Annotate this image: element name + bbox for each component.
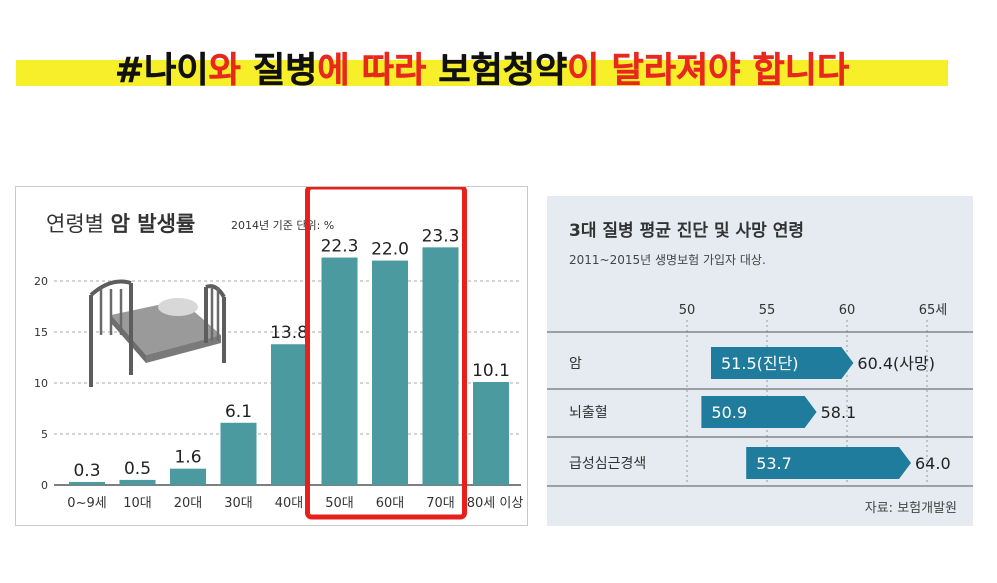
range-arrow bbox=[701, 396, 817, 428]
x-tick-label: 40대 bbox=[275, 496, 304, 511]
bar bbox=[69, 481, 105, 485]
chart-title-plain: 연령별 bbox=[46, 212, 111, 236]
cancer-incidence-chart: 연령별 암 발생률 2014년 기준 단위: % 0 5 10 15 20 0.3 0~9세 0.… bbox=[34, 187, 524, 520]
disease-age-panel: 3대 질병 평균 진단 및 사망 연령 2011~2015년 생명보험 가입자 대… bbox=[547, 196, 973, 526]
y-tick-label: 5 bbox=[41, 428, 48, 441]
death-age-label: 64.0 bbox=[915, 454, 951, 473]
bar bbox=[473, 381, 509, 485]
chart-subtitle: 2014년 기준 단위: % bbox=[231, 219, 334, 232]
banner-highlight bbox=[16, 60, 948, 86]
y-tick-label: 0 bbox=[41, 479, 48, 492]
x-tick-label: 10대 bbox=[123, 496, 152, 511]
bar bbox=[271, 344, 307, 485]
chart-subtitle: 2011~2015년 생명보험 가입자 대상. bbox=[569, 253, 766, 267]
bar-value-label: 23.3 bbox=[422, 226, 460, 246]
bar-value-label: 13.8 bbox=[270, 323, 308, 343]
bar bbox=[372, 260, 408, 485]
bar-value-label: 0.3 bbox=[73, 461, 100, 481]
x-tick-label: 60대 bbox=[376, 496, 405, 511]
banner-segment: #나이 bbox=[114, 51, 209, 92]
disease-age-chart: 3대 질병 평균 진단 및 사망 연령 2011~2015년 생명보험 가입자 대… bbox=[547, 220, 973, 516]
bar bbox=[220, 422, 257, 485]
x-tick-label: 80세 이상 bbox=[467, 496, 524, 511]
bar bbox=[422, 247, 459, 485]
bar-value-label: 22.3 bbox=[321, 237, 359, 257]
chart-title-bold: 암 발생률 bbox=[111, 212, 196, 236]
range-arrow bbox=[746, 447, 911, 479]
bed-side bbox=[146, 335, 221, 363]
headline-banner: #나이와 질병에 따라 보험청약이 달라져야 합니다 bbox=[0, 42, 964, 93]
diagnosis-age-label: 53.7 bbox=[756, 454, 792, 473]
bar-value-label: 0.5 bbox=[124, 459, 151, 479]
row-category-label: 급성심근경색 bbox=[569, 456, 646, 472]
x-tick-label: 50 bbox=[679, 303, 696, 318]
banner-segment: 질병 bbox=[252, 51, 318, 92]
diagnosis-age-label: 50.9 bbox=[711, 403, 747, 422]
chart-title: 3대 질병 평균 진단 및 사망 연령 bbox=[569, 220, 804, 241]
x-tick-label: 0~9세 bbox=[67, 496, 106, 511]
y-tick-label: 15 bbox=[34, 326, 48, 339]
highlight-box bbox=[305, 187, 467, 520]
bed-icon bbox=[89, 279, 226, 387]
bar-value-label: 6.1 bbox=[225, 402, 252, 422]
row-category-label: 암 bbox=[569, 356, 582, 372]
bed-frame bbox=[89, 279, 132, 297]
x-tick-label: 20대 bbox=[174, 496, 203, 511]
source-note: 자료: 보험개발원 bbox=[865, 501, 957, 516]
bar-value-label: 10.1 bbox=[472, 361, 510, 381]
death-age-label: 58.1 bbox=[821, 403, 857, 422]
death-age-label: 60.4(사망) bbox=[857, 354, 935, 373]
bed-frame bbox=[205, 284, 226, 299]
banner-segment: 이 달라져야 합니다 bbox=[567, 51, 850, 92]
chart-title: 연령별 암 발생률 bbox=[46, 212, 195, 236]
range-arrow bbox=[711, 347, 854, 379]
x-tick-label: 30대 bbox=[224, 496, 253, 511]
x-tick-label: 65세 bbox=[919, 303, 948, 318]
x-tick-label: 55 bbox=[759, 303, 776, 318]
x-tick-label: 70대 bbox=[426, 496, 455, 511]
y-tick-label: 20 bbox=[34, 275, 48, 288]
banner-segment: 에 따라 bbox=[317, 51, 439, 92]
x-tick-label: 50대 bbox=[325, 496, 354, 511]
diagnosis-age-label: 51.5(진단) bbox=[721, 354, 799, 373]
row-category-label: 뇌출혈 bbox=[569, 405, 608, 421]
bar-value-label: 22.0 bbox=[371, 240, 409, 260]
bar bbox=[321, 257, 358, 485]
x-tick-label: 60 bbox=[839, 303, 856, 318]
bed-pillow bbox=[158, 298, 198, 316]
banner-segment: 보험청약 bbox=[438, 51, 568, 92]
bar-value-label: 1.6 bbox=[174, 448, 201, 468]
bar bbox=[170, 468, 206, 485]
cancer-incidence-panel: 연령별 암 발생률 2014년 기준 단위: % 0 5 10 15 20 0.3 0~9세 0.… bbox=[15, 186, 528, 526]
y-tick-label: 10 bbox=[34, 377, 48, 390]
bed-mattress bbox=[111, 300, 221, 355]
bar bbox=[119, 479, 156, 485]
banner-segment: 와 bbox=[208, 51, 253, 92]
